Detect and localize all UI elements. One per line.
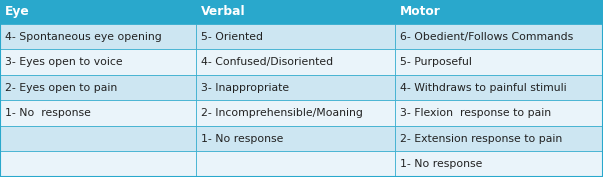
Text: Motor: Motor — [400, 5, 441, 18]
Text: 5- Oriented: 5- Oriented — [201, 32, 263, 42]
Bar — [196, 49, 395, 75]
Bar — [0, 101, 196, 126]
Bar — [196, 24, 395, 49]
Bar — [395, 75, 603, 101]
Bar — [0, 126, 196, 152]
Bar — [196, 126, 395, 152]
Text: 2- Incomprehensible/Moaning: 2- Incomprehensible/Moaning — [201, 108, 362, 118]
Bar — [395, 126, 603, 152]
Text: 4- Withdraws to painful stimuli: 4- Withdraws to painful stimuli — [400, 83, 566, 93]
Bar — [395, 101, 603, 126]
Bar — [196, 152, 395, 177]
Bar — [395, 24, 603, 49]
Text: 1- No response: 1- No response — [400, 159, 482, 169]
Text: 5- Purposeful: 5- Purposeful — [400, 57, 472, 67]
Bar — [0, 24, 196, 49]
Text: 6- Obedient/Follows Commands: 6- Obedient/Follows Commands — [400, 32, 573, 42]
Text: 3- Inappropriate: 3- Inappropriate — [201, 83, 289, 93]
Bar — [196, 75, 395, 101]
Text: Verbal: Verbal — [201, 5, 245, 18]
Bar — [196, 0, 395, 24]
Bar — [196, 101, 395, 126]
Text: 3- Flexion  response to pain: 3- Flexion response to pain — [400, 108, 551, 118]
Text: 1- No  response: 1- No response — [5, 108, 90, 118]
Bar — [395, 152, 603, 177]
Text: 1- No response: 1- No response — [201, 134, 283, 144]
Bar — [0, 152, 196, 177]
Bar — [0, 75, 196, 101]
Text: 2- Extension response to pain: 2- Extension response to pain — [400, 134, 562, 144]
Text: 4- Spontaneous eye opening: 4- Spontaneous eye opening — [5, 32, 162, 42]
Text: 4- Confused/Disoriented: 4- Confused/Disoriented — [201, 57, 333, 67]
Text: 2- Eyes open to pain: 2- Eyes open to pain — [5, 83, 117, 93]
Text: 3- Eyes open to voice: 3- Eyes open to voice — [5, 57, 122, 67]
Bar — [0, 49, 196, 75]
Text: Eye: Eye — [5, 5, 30, 18]
Bar — [395, 49, 603, 75]
Bar — [0, 0, 196, 24]
Bar — [395, 0, 603, 24]
